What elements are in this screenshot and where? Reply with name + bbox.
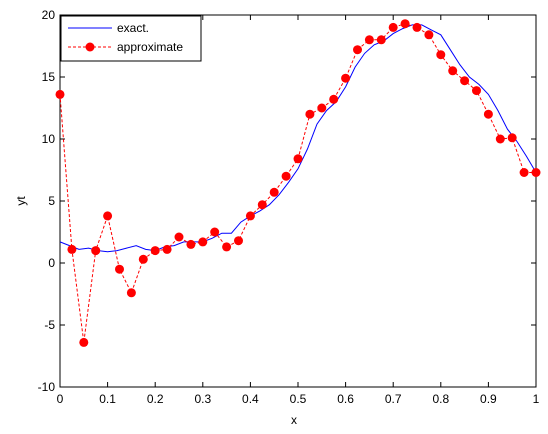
y-axis-label: yt	[14, 196, 28, 206]
approximate-point	[305, 109, 315, 119]
x-tick-label: 0.9	[480, 392, 497, 406]
approximate-point	[519, 168, 529, 177]
approximate-point	[364, 35, 374, 45]
approximate-point	[162, 244, 172, 254]
x-tick-label: 0.2	[147, 392, 164, 406]
approximate-point	[222, 242, 232, 252]
x-tick-label: 0.4	[242, 392, 259, 406]
x-tick-label: 0.6	[337, 392, 354, 406]
exact-line	[59, 24, 537, 253]
approximate-point	[424, 30, 434, 40]
x-tick-label: 0.3	[194, 392, 211, 406]
legend-box	[60, 15, 202, 62]
approximate-point	[329, 94, 339, 104]
approximate-point	[245, 211, 255, 221]
approximate-point	[210, 227, 220, 237]
approximate-point	[55, 89, 65, 99]
approximate-point	[115, 264, 124, 274]
approximate-point	[472, 86, 481, 96]
series-layer	[55, 19, 541, 347]
approximate-point	[281, 171, 291, 181]
approximate-point	[126, 288, 136, 298]
approximate-point	[257, 200, 267, 210]
legend-approximate-marker	[85, 42, 95, 52]
legend: exact. approximate	[60, 15, 202, 62]
approximate-point	[198, 237, 208, 247]
y-tick-label: 20	[42, 8, 56, 22]
legend-exact-label: exact.	[117, 21, 149, 35]
axis-ticks: 0 0.1 0.2 0.3 0.4 0.5 0.6 0.7 0.8 0.9 1 -10 -5 0 5 10 15…	[38, 8, 540, 406]
x-axis-label: x	[291, 413, 297, 427]
approximate-point	[341, 73, 351, 83]
approximate-point	[91, 246, 101, 256]
approximate-point	[186, 239, 196, 249]
approximate-point	[67, 244, 77, 254]
x-tick-label: 1	[533, 392, 540, 406]
x-tick-label: 0	[57, 392, 64, 406]
approximate-point	[448, 66, 458, 76]
approximate-point	[353, 45, 362, 55]
approximate-point	[79, 337, 89, 347]
approximate-point	[234, 236, 243, 246]
approximate-point	[460, 76, 470, 86]
approximate-point	[412, 22, 422, 32]
y-tick-label: 5	[48, 194, 55, 208]
plot-area	[59, 14, 537, 388]
legend-approximate-label: approximate	[117, 40, 183, 54]
approximate-point	[388, 22, 398, 32]
approximate-point	[507, 133, 517, 143]
approximate-point	[317, 103, 327, 113]
approximate-point	[174, 232, 184, 242]
approximate-point	[103, 211, 113, 221]
approximate-point	[483, 109, 493, 119]
x-tick-label: 0.7	[385, 392, 402, 406]
approximate-point	[293, 154, 303, 164]
y-tick-label: -10	[38, 380, 56, 394]
y-tick-label: -5	[44, 318, 55, 332]
x-tick-label: 0.1	[99, 392, 116, 406]
approximate-point	[376, 35, 386, 45]
approximate-point	[269, 187, 279, 197]
approximate-point	[436, 50, 446, 60]
x-tick-label: 0.5	[290, 392, 307, 406]
approximate-point	[150, 246, 160, 256]
y-tick-label: 15	[42, 70, 56, 84]
approximate-point	[531, 168, 541, 177]
y-tick-label: 10	[42, 132, 56, 146]
approximate-point	[400, 19, 410, 29]
approximate-point	[138, 254, 148, 264]
x-tick-label: 0.8	[432, 392, 449, 406]
approximate-point	[495, 134, 505, 144]
y-tick-label: 0	[48, 256, 55, 270]
